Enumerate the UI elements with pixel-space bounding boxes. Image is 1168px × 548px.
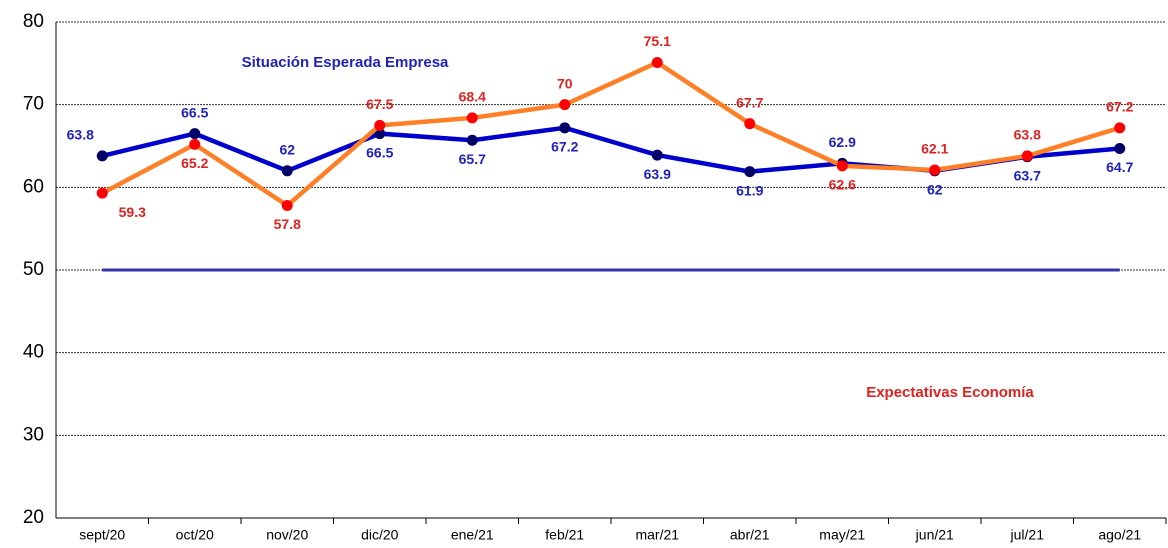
value-label: 62.6 xyxy=(829,177,856,193)
x-tick-label: oct/20 xyxy=(176,527,214,543)
x-tick-label: jul/21 xyxy=(1010,527,1045,543)
y-tick-label: 80 xyxy=(23,11,44,32)
marker xyxy=(96,187,108,199)
value-label: 63.9 xyxy=(644,166,671,182)
value-label: 70 xyxy=(557,75,573,91)
marker xyxy=(836,160,848,172)
marker xyxy=(189,128,201,140)
value-label: 67.7 xyxy=(736,94,763,110)
value-label: 63.7 xyxy=(1014,167,1041,183)
marker xyxy=(744,118,756,130)
value-label: 75.1 xyxy=(644,33,671,49)
marker xyxy=(1021,150,1033,162)
value-label: 68.4 xyxy=(459,89,486,105)
marker xyxy=(466,112,478,124)
value-label: 61.9 xyxy=(736,182,763,198)
x-tick-label: dic/20 xyxy=(361,527,399,543)
x-tick-label: nov/20 xyxy=(266,527,308,543)
value-label: 62 xyxy=(279,142,295,158)
value-label: 63.8 xyxy=(1014,127,1041,143)
marker xyxy=(466,134,478,146)
value-label: 57.8 xyxy=(274,216,301,232)
marker xyxy=(374,128,386,140)
marker xyxy=(281,200,293,212)
value-label: 64.7 xyxy=(1106,159,1133,175)
value-label: 67.2 xyxy=(1106,99,1133,115)
x-tick-label: may/21 xyxy=(819,527,865,543)
series-name: Situación Esperada Empresa xyxy=(242,54,449,71)
y-tick-label: 70 xyxy=(23,94,44,115)
marker xyxy=(281,165,293,177)
marker xyxy=(559,99,571,111)
marker xyxy=(559,122,571,134)
marker xyxy=(96,150,108,162)
value-label: 66.5 xyxy=(181,104,208,120)
y-tick-label: 60 xyxy=(23,176,44,197)
x-tick-label: ene/21 xyxy=(451,527,494,543)
marker xyxy=(929,164,941,176)
marker xyxy=(1114,142,1126,154)
value-label: 62.1 xyxy=(921,141,948,157)
value-label: 62.9 xyxy=(829,134,856,150)
series-name: Expectativas Economía xyxy=(866,384,1034,401)
value-label: 65.7 xyxy=(459,151,486,167)
x-tick-label: feb/21 xyxy=(545,527,584,543)
marker xyxy=(1114,122,1126,134)
marker xyxy=(744,166,756,178)
value-label: 67.5 xyxy=(366,96,393,112)
x-tick-label: mar/21 xyxy=(635,527,679,543)
y-tick-label: 20 xyxy=(23,507,44,528)
value-label: 66.5 xyxy=(366,144,393,160)
y-tick-label: 50 xyxy=(23,259,44,280)
x-tick-label: ago/21 xyxy=(1098,527,1141,543)
value-label: 62 xyxy=(927,182,943,198)
value-label: 65.2 xyxy=(181,155,208,171)
marker xyxy=(651,149,663,161)
marker xyxy=(374,119,386,131)
y-tick-label: 40 xyxy=(23,342,44,363)
x-tick-label: jun/21 xyxy=(915,527,954,543)
marker xyxy=(189,138,201,150)
value-label: 59.3 xyxy=(119,204,146,220)
value-label: 63.8 xyxy=(67,127,94,143)
y-tick-label: 30 xyxy=(23,424,44,445)
x-tick-label: abr/21 xyxy=(730,527,770,543)
value-label: 67.2 xyxy=(551,139,578,155)
series-line xyxy=(101,60,1121,208)
x-tick-label: sept/20 xyxy=(79,527,125,543)
marker xyxy=(651,57,663,69)
